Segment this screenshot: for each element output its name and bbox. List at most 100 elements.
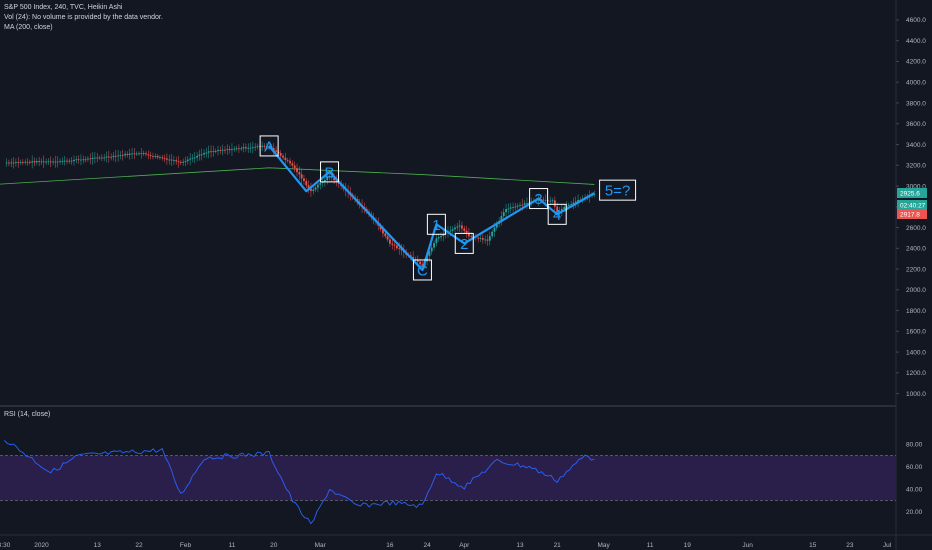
candle-body: [87, 158, 89, 160]
rsi-y-tick-label: 20.00: [906, 509, 923, 516]
candle-body: [395, 245, 398, 249]
wave-label-2: 2: [454, 232, 474, 254]
candle-body: [502, 212, 505, 217]
wave-label-box: [547, 203, 567, 225]
candle-body: [426, 256, 428, 262]
candle-body: [84, 159, 87, 161]
wave-label-text: B: [325, 164, 335, 181]
candle-body: [19, 161, 22, 163]
candle-body: [124, 153, 126, 156]
candle-body: [516, 205, 519, 207]
candle-body: [21, 161, 24, 163]
wave-label-C: C: [412, 259, 432, 281]
candle-body: [328, 175, 331, 177]
last-price-tag-text: 02:40:27: [900, 203, 926, 210]
wave-label-1: 1: [426, 213, 446, 235]
candle-body: [219, 150, 222, 151]
wave-label-text: A: [264, 138, 274, 155]
y-tick-label: 4400.0: [906, 38, 926, 45]
candle-body: [63, 160, 66, 162]
candle-body: [433, 243, 435, 248]
candle-body: [244, 147, 247, 149]
candle-body: [526, 203, 528, 205]
candle-body: [333, 177, 336, 181]
candle-body: [80, 159, 82, 161]
wave-label-text: 4: [553, 207, 561, 224]
candle-body: [242, 147, 245, 149]
candle-body: [416, 260, 419, 262]
candle-body: [117, 155, 120, 157]
candle-body: [17, 162, 20, 164]
candle-body: [140, 153, 143, 155]
last-price-tag-bg: [897, 209, 927, 219]
x-tick-label: Feb: [180, 542, 192, 549]
y-tick-label: 1200.0: [906, 370, 926, 377]
candle-body: [549, 200, 552, 202]
ma-legend[interactable]: MA (200, close): [4, 24, 53, 31]
candle-body: [161, 157, 164, 159]
candle-body: [203, 152, 205, 155]
candle-body: [77, 159, 80, 161]
x-tick-label: Mar: [315, 542, 327, 549]
candle-body: [159, 157, 161, 159]
wave-label-text: 1: [432, 217, 440, 234]
candle-body: [495, 223, 498, 228]
candle-body: [166, 158, 168, 160]
wave-label-text: 2: [460, 236, 468, 253]
rsi-y-tick-label: 60.00: [906, 464, 923, 471]
wave-label-text: C: [417, 262, 428, 279]
candle-body: [91, 157, 94, 159]
candle-body: [479, 238, 482, 239]
candle-body: [307, 185, 310, 189]
candle-body: [96, 157, 99, 159]
candle-body: [400, 248, 403, 251]
wave-label-box: [599, 179, 637, 201]
candle-body: [310, 188, 312, 192]
candle-body: [191, 157, 194, 159]
candle-body: [196, 155, 199, 158]
candle-body: [481, 238, 484, 240]
candle-body: [40, 161, 43, 163]
candle-body: [5, 162, 8, 164]
y-tick-label: 4600.0: [906, 17, 926, 24]
y-tick-label: 1000.0: [906, 391, 926, 398]
candle-body: [100, 157, 103, 159]
candle-body: [574, 201, 577, 203]
candle-body: [38, 161, 41, 162]
last-price-tag: 02:40:27: [897, 200, 927, 210]
x-tick-label: 11: [229, 542, 236, 549]
candle-body: [56, 161, 59, 163]
candle-body: [384, 233, 387, 237]
candle-body: [298, 172, 301, 175]
candle-body: [138, 153, 140, 155]
candle-body: [238, 148, 240, 150]
candle-body: [133, 153, 136, 155]
candle-body: [54, 161, 57, 163]
candle-body: [82, 159, 85, 161]
candle-body: [103, 157, 106, 159]
volume-legend[interactable]: Vol (24): No volume is provided by the d…: [4, 14, 163, 21]
candle-body: [512, 207, 514, 208]
x-tick-label: 11: [647, 542, 654, 549]
x-tick-label: 23: [846, 542, 854, 549]
x-tick-label: Jun: [742, 542, 753, 549]
symbol-legend[interactable]: S&P 500 Index, 240, TVC, Heikin Ashi: [4, 4, 123, 11]
candle-body: [247, 147, 250, 149]
candle-body: [330, 175, 333, 178]
candle-body: [556, 206, 559, 213]
wave-label-box: [259, 135, 279, 157]
candle-body: [551, 200, 554, 202]
candle-body: [468, 232, 470, 237]
candle-body: [182, 161, 185, 163]
x-tick-label: 21: [554, 542, 562, 549]
candle-body: [224, 149, 226, 151]
candle-body: [119, 154, 122, 156]
candle-body: [114, 155, 117, 157]
candle-body: [314, 187, 317, 190]
rsi-y-tick-label: 40.00: [906, 487, 923, 494]
candle-body: [440, 235, 442, 238]
y-tick-label: 3000.0: [906, 183, 926, 190]
rsi-legend[interactable]: RSI (14, close): [4, 411, 51, 418]
candle-body: [398, 248, 401, 250]
